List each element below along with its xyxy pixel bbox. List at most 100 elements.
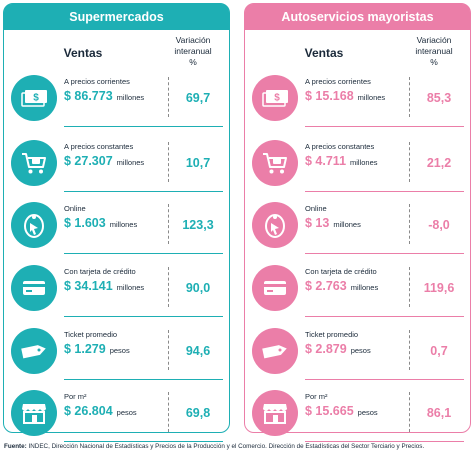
value-amount: $ 15.168 — [305, 89, 354, 103]
row-variation: 69,8 — [185, 406, 211, 420]
row-underline — [305, 441, 464, 442]
money-bills-icon: $ — [11, 75, 57, 121]
online-cursor-icon — [11, 202, 57, 248]
value-unit: millones — [109, 220, 138, 229]
value-unit: pesos — [109, 346, 130, 355]
row-underline — [305, 253, 464, 254]
row-label: Online — [305, 204, 327, 213]
svg-text:$: $ — [274, 93, 280, 104]
row-label: A precios corrientes — [64, 77, 130, 86]
row-underline — [305, 191, 464, 192]
row-label: A precios corrientes — [305, 77, 371, 86]
row-value: $ 2.879 pesos — [305, 342, 371, 356]
row-variation: 21,2 — [426, 156, 452, 170]
row-label: Ticket promedio — [64, 330, 118, 339]
row-divider — [409, 204, 410, 244]
row-underline — [305, 316, 464, 317]
value-amount: $ 1.603 — [64, 216, 106, 230]
row-value: $ 1.603 millones — [64, 216, 137, 230]
row-underline — [64, 253, 223, 254]
autoservicios-panel: Autoservicios mayoristas Ventas Variació… — [244, 3, 471, 442]
row-divider — [409, 142, 410, 182]
sales-row: Online $ 13 millones -8,0 — [245, 194, 470, 254]
sales-row: $ A precios corrientes $ 86.773 millones 69,… — [4, 67, 229, 127]
online-cursor-icon — [252, 202, 298, 248]
shopping-cart-icon — [252, 140, 298, 186]
row-variation: 94,6 — [185, 344, 211, 358]
row-divider — [409, 330, 410, 370]
row-divider — [168, 392, 169, 432]
row-variation: 69,7 — [185, 91, 211, 105]
value-unit: millones — [116, 158, 145, 167]
panel-title: Autoservicios mayoristas — [245, 4, 470, 30]
row-underline — [305, 379, 464, 380]
row-value: $ 4.711 millones — [305, 154, 378, 168]
value-unit: millones — [333, 220, 361, 229]
value-amount: $ 2.763 — [305, 279, 347, 293]
row-label: A precios constantes — [64, 142, 134, 151]
variacion-line-2: interanual — [174, 46, 212, 56]
row-label: Con tarjeta de crédito — [305, 267, 377, 276]
row-value: $ 86.773 millones — [64, 89, 144, 103]
row-value: $ 15.665 pesos — [305, 404, 378, 418]
value-amount: $ 2.879 — [305, 342, 347, 356]
row-value: $ 13 millones — [305, 216, 361, 230]
row-variation: 10,7 — [185, 156, 211, 170]
value-amount: $ 86.773 — [64, 89, 113, 103]
row-underline — [64, 379, 223, 380]
row-divider — [168, 267, 169, 307]
credit-card-icon — [11, 265, 57, 311]
row-divider — [168, 77, 169, 117]
value-amount: $ 27.307 — [64, 154, 113, 168]
column-header-variacion: Variación interanual % — [403, 35, 465, 68]
storefront-icon — [11, 390, 57, 436]
row-value: $ 34.141 millones — [64, 279, 144, 293]
variacion-line-3: % — [189, 57, 197, 67]
row-underline — [64, 191, 223, 192]
value-unit: millones — [350, 158, 378, 167]
value-unit: pesos — [116, 408, 137, 417]
row-label: Por m² — [305, 392, 328, 401]
row-value: $ 27.307 millones — [64, 154, 144, 168]
source-label: Fuente: — [4, 443, 27, 450]
sales-row: Por m² $ 26.804 pesos 69,8 — [4, 382, 229, 442]
column-header-ventas: Ventas — [304, 46, 344, 60]
source-text: INDEC, Dirección Nacional de Estadística… — [26, 443, 425, 450]
column-header-variacion: Variación interanual % — [162, 35, 224, 68]
sales-row: A precios constantes $ 4.711 millones 21,2 — [245, 132, 470, 192]
column-header-ventas: Ventas — [63, 46, 103, 60]
value-unit: millones — [116, 283, 145, 292]
shopping-cart-icon — [11, 140, 57, 186]
panel-title: Supermercados — [4, 4, 229, 30]
row-value: $ 1.279 pesos — [64, 342, 130, 356]
source-footnote: Fuente: INDEC, Dirección Nacional de Est… — [4, 443, 472, 450]
value-amount: $ 26.804 — [64, 404, 113, 418]
row-divider — [409, 392, 410, 432]
value-amount: $ 13 — [305, 216, 330, 230]
row-divider — [168, 204, 169, 244]
row-label: Por m² — [64, 392, 87, 401]
money-bills-icon: $ — [252, 75, 298, 121]
row-variation: 123,3 — [182, 218, 214, 232]
value-unit: millones — [357, 93, 386, 102]
row-underline — [305, 126, 464, 127]
value-unit: millones — [116, 93, 145, 102]
row-label: A precios constantes — [305, 142, 375, 151]
value-unit: pesos — [350, 346, 371, 355]
sales-row: $ A precios corrientes $ 15.168 millones 85,… — [245, 67, 470, 127]
row-variation: 0,7 — [430, 344, 448, 358]
variacion-line-1: Variación — [175, 35, 211, 45]
price-tag-icon — [11, 328, 57, 374]
row-value: $ 15.168 millones — [305, 89, 385, 103]
row-underline — [64, 441, 223, 442]
row-variation: 119,6 — [423, 281, 455, 295]
row-value: $ 2.763 millones — [305, 279, 378, 293]
sales-row: Ticket promedio $ 1.279 pesos 94,6 — [4, 320, 229, 380]
price-tag-icon — [252, 328, 298, 374]
value-unit: pesos — [357, 408, 378, 417]
variacion-line-1: Variación — [416, 35, 452, 45]
row-variation: 86,1 — [426, 406, 452, 420]
row-label: Con tarjeta de crédito — [64, 267, 136, 276]
row-divider — [409, 267, 410, 307]
value-amount: $ 34.141 — [64, 279, 113, 293]
